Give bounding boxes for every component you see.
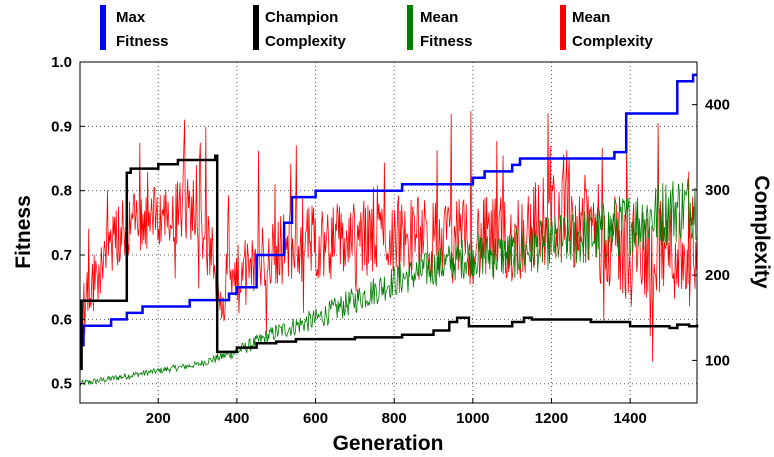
y-left-axis-ticks: 0.5 0.6 0.7 0.8 0.9 1.0 xyxy=(51,54,85,393)
series-max-fitness-line xyxy=(80,73,697,347)
y-left-tick-label-0.6: 0.6 xyxy=(51,311,72,328)
x-tick-label-400: 400 xyxy=(224,410,249,427)
series-champion-complexity xyxy=(79,154,699,371)
x-tick-label-600: 600 xyxy=(303,410,328,427)
plot-area xyxy=(79,73,699,386)
legend-swatch-champion-complexity xyxy=(253,5,259,50)
legend: Max Fitness Champion Complexity Mean Fitnes… xyxy=(100,5,654,50)
legend-label-champion-complexity: Champion Complexity xyxy=(265,9,347,50)
y-right-tick-label-200: 200 xyxy=(705,267,730,284)
series-champion-complexity-line xyxy=(80,154,699,371)
legend-label-mean-fitness-line1: Mean xyxy=(420,9,458,26)
y-right-axis-ticks: 100 200 300 400 xyxy=(692,97,730,369)
y-left-tick-label-0.8: 0.8 xyxy=(51,183,72,200)
legend-label-mean-complexity: Mean Complexity xyxy=(572,9,654,50)
x-axis-title: Generation xyxy=(333,432,444,455)
legend-swatch-mean-fitness xyxy=(407,5,413,50)
series-mean-fitness-line xyxy=(79,178,697,386)
legend-label-max-fitness-line2: Fitness xyxy=(116,33,169,50)
x-tick-label-1000: 1000 xyxy=(456,410,489,427)
legend-label-champion-complexity-line1: Champion xyxy=(265,9,338,26)
x-tick-label-1400: 1400 xyxy=(613,410,646,427)
y-left-tick-label-1.0: 1.0 xyxy=(51,54,72,71)
legend-swatch-max-fitness xyxy=(100,5,106,50)
plot-frame xyxy=(79,61,698,404)
y-right-axis-title: Complexity xyxy=(750,175,773,289)
legend-label-mean-fitness-line2: Fitness xyxy=(420,33,473,50)
legend-label-max-fitness: Max Fitness xyxy=(116,9,169,50)
x-tick-label-800: 800 xyxy=(382,410,407,427)
y-left-tick-label-0.5: 0.5 xyxy=(51,376,72,393)
x-axis-ticks: 200 400 600 800 1000 1200 1400 xyxy=(146,398,647,427)
y-right-tick-label-300: 300 xyxy=(705,182,730,199)
x-tick-label-1200: 1200 xyxy=(535,410,568,427)
legend-label-champion-complexity-line2: Complexity xyxy=(265,33,347,50)
legend-label-mean-fitness: Mean Fitness xyxy=(420,9,473,50)
y-left-tick-label-0.7: 0.7 xyxy=(51,247,72,264)
legend-label-mean-complexity-line2: Complexity xyxy=(572,33,654,50)
y-left-axis-title: Fitness xyxy=(12,195,35,269)
x-tick-label-200: 200 xyxy=(146,410,171,427)
legend-label-max-fitness-line1: Max xyxy=(116,9,146,26)
y-right-tick-label-400: 400 xyxy=(705,97,730,114)
y-right-tick-label-100: 100 xyxy=(705,352,730,369)
y-left-tick-label-0.9: 0.9 xyxy=(51,118,72,135)
series-mean-complexity-line xyxy=(79,111,697,362)
legend-swatch-mean-complexity xyxy=(560,5,566,50)
legend-label-mean-complexity-line1: Mean xyxy=(572,9,610,26)
